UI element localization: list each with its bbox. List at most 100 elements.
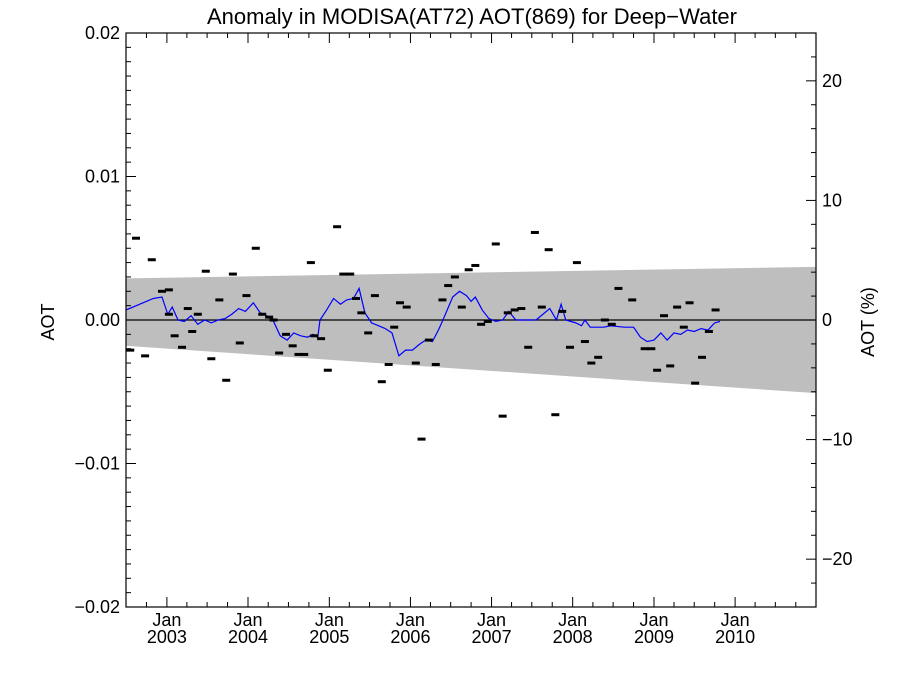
data-point — [457, 305, 466, 309]
x-tick-year-label: 2010 — [715, 627, 755, 647]
data-point — [704, 329, 713, 333]
data-point — [147, 258, 156, 262]
data-point — [491, 242, 500, 246]
data-point — [464, 268, 473, 272]
data-point — [357, 311, 366, 315]
data-point — [503, 311, 512, 315]
data-point — [402, 305, 411, 309]
data-point — [450, 275, 459, 279]
data-point — [188, 329, 197, 333]
y-axis-label-right: AOT (%) — [858, 287, 878, 357]
series-line — [125, 286, 721, 357]
data-point — [132, 236, 140, 240]
data-point — [698, 355, 706, 359]
data-point — [517, 307, 526, 311]
data-point — [352, 296, 360, 300]
data-point — [346, 272, 355, 276]
data-point — [228, 272, 237, 276]
y-right-tick-label: 10 — [822, 190, 842, 210]
data-point — [310, 334, 319, 338]
data-point — [164, 312, 173, 316]
x-axis-ticks: Jan2003Jan2004Jan2005Jan2006Jan2007Jan20… — [125, 33, 797, 647]
data-point — [158, 289, 166, 293]
x-tick-year-label: 2009 — [634, 627, 674, 647]
data-point — [685, 301, 694, 305]
data-point — [431, 362, 440, 366]
data-point — [207, 357, 216, 361]
data-point — [673, 305, 682, 309]
x-tick-month-label: Jan — [152, 610, 181, 630]
x-tick-month-label: Jan — [477, 610, 506, 630]
data-point — [170, 334, 179, 338]
data-point — [275, 351, 284, 355]
y-right-tick-label: 20 — [822, 71, 842, 91]
data-point — [164, 288, 173, 292]
data-point — [653, 368, 662, 372]
data-point — [438, 298, 447, 302]
data-point — [607, 322, 616, 326]
y-tick-label: −0.01 — [74, 454, 120, 474]
x-tick-year-label: 2006 — [390, 627, 430, 647]
data-point — [370, 294, 379, 298]
smoothed-anomaly-series — [125, 286, 721, 357]
data-point — [524, 345, 533, 349]
data-point — [193, 312, 202, 316]
data-point — [566, 345, 574, 349]
x-tick-year-label: 2008 — [553, 627, 593, 647]
x-tick-month-label: Jan — [315, 610, 344, 630]
data-point — [424, 338, 433, 342]
x-tick-month-label: Jan — [721, 610, 750, 630]
x-tick-month-label: Jan — [233, 610, 262, 630]
data-point — [178, 345, 186, 349]
data-point — [691, 381, 700, 385]
data-point — [317, 337, 326, 341]
data-point — [294, 352, 303, 356]
data-point — [477, 322, 486, 326]
data-point — [614, 286, 623, 290]
data-point — [572, 261, 581, 265]
x-tick-year-label: 2003 — [147, 627, 187, 647]
data-point — [551, 413, 560, 417]
data-point — [201, 269, 210, 273]
x-tick-year-label: 2004 — [228, 627, 268, 647]
data-point — [666, 364, 675, 368]
data-point — [183, 307, 192, 311]
data-point — [282, 332, 290, 336]
uncertainty-band — [126, 266, 816, 394]
data-point — [300, 352, 309, 356]
x-tick-year-label: 2007 — [472, 627, 512, 647]
data-point — [660, 314, 668, 318]
y-tick-label: 0.02 — [85, 23, 120, 43]
y-axis-label-left: AOT — [38, 303, 58, 340]
data-point — [265, 315, 274, 319]
data-point — [390, 325, 399, 329]
y-right-tick-label: 0 — [822, 310, 832, 330]
data-point — [411, 361, 420, 365]
data-point — [333, 225, 342, 229]
data-point — [396, 301, 404, 305]
data-point — [498, 414, 507, 418]
y-tick-label: 0.01 — [85, 167, 120, 187]
y-right-tick-label: −20 — [822, 549, 853, 569]
data-point — [647, 347, 656, 351]
y-axis-left-ticks: 0.02 0.01 0.00 −0.01 −0.02 — [74, 23, 136, 617]
x-tick-year-label: 2005 — [309, 627, 349, 647]
y-tick-label: −0.02 — [74, 597, 120, 617]
data-point — [537, 305, 546, 309]
data-point — [594, 355, 603, 359]
data-point — [377, 380, 386, 384]
data-point — [558, 309, 567, 313]
data-point — [222, 378, 231, 382]
data-point — [600, 318, 609, 322]
data-point — [242, 294, 251, 298]
data-point — [530, 230, 539, 234]
data-point — [483, 319, 492, 323]
y-tick-label: 0.00 — [85, 310, 120, 330]
data-point — [323, 368, 332, 372]
data-point — [510, 308, 519, 312]
x-tick-month-label: Jan — [396, 610, 425, 630]
data-point — [288, 344, 297, 348]
data-point — [251, 246, 260, 250]
data-point — [587, 361, 596, 365]
